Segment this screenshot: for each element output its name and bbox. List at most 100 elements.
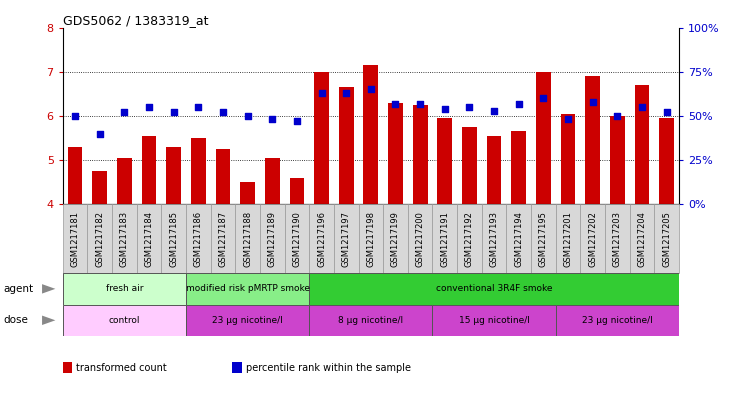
Point <box>562 116 574 123</box>
Text: transformed count: transformed count <box>76 363 167 373</box>
Bar <box>462 127 477 204</box>
Point <box>241 113 254 119</box>
Text: GSM1217202: GSM1217202 <box>588 211 597 267</box>
Point <box>612 113 624 119</box>
Point <box>390 100 401 107</box>
Text: GSM1217191: GSM1217191 <box>441 211 449 267</box>
Text: percentile rank within the sample: percentile rank within the sample <box>246 363 411 373</box>
Bar <box>561 114 576 204</box>
Bar <box>585 76 600 204</box>
Text: GSM1217185: GSM1217185 <box>169 211 178 267</box>
Point <box>193 104 204 110</box>
Bar <box>536 72 551 204</box>
Bar <box>309 273 679 305</box>
Text: fresh air: fresh air <box>106 285 143 293</box>
Bar <box>655 204 679 273</box>
Bar <box>388 103 403 204</box>
Point <box>69 113 81 119</box>
Bar <box>610 116 625 204</box>
Bar <box>383 204 408 273</box>
Bar <box>309 204 334 273</box>
Bar <box>432 204 457 273</box>
Bar <box>630 204 655 273</box>
Point <box>291 118 303 124</box>
Bar <box>142 136 156 204</box>
Bar <box>285 204 309 273</box>
Bar <box>432 305 556 336</box>
Bar <box>635 85 649 204</box>
Bar <box>240 182 255 204</box>
Point <box>316 90 328 96</box>
Text: GSM1217186: GSM1217186 <box>194 211 203 267</box>
Point <box>266 116 278 123</box>
Text: 23 μg nicotine/l: 23 μg nicotine/l <box>213 316 283 325</box>
Bar <box>363 65 379 204</box>
Bar <box>63 305 186 336</box>
Text: 8 μg nicotine/l: 8 μg nicotine/l <box>338 316 404 325</box>
Bar <box>659 118 674 204</box>
Point <box>217 109 229 116</box>
Text: agent: agent <box>4 284 34 294</box>
Bar <box>191 138 206 204</box>
Bar <box>605 204 630 273</box>
Bar <box>265 158 280 204</box>
Bar <box>210 204 235 273</box>
Text: GSM1217190: GSM1217190 <box>292 211 301 267</box>
Bar <box>314 72 329 204</box>
Bar <box>506 204 531 273</box>
Text: GSM1217205: GSM1217205 <box>662 211 671 267</box>
Bar <box>289 178 304 204</box>
Point <box>587 99 599 105</box>
Bar <box>413 105 427 204</box>
Bar <box>457 204 482 273</box>
Text: GSM1217181: GSM1217181 <box>71 211 80 267</box>
Point <box>489 107 500 114</box>
Point <box>365 86 376 93</box>
Text: GSM1217204: GSM1217204 <box>638 211 646 267</box>
Text: GSM1217188: GSM1217188 <box>243 211 252 267</box>
Text: GSM1217183: GSM1217183 <box>120 211 129 267</box>
Text: control: control <box>108 316 140 325</box>
Bar <box>162 204 186 273</box>
Text: GSM1217197: GSM1217197 <box>342 211 351 267</box>
Text: GSM1217195: GSM1217195 <box>539 211 548 267</box>
Text: conventional 3R4F smoke: conventional 3R4F smoke <box>436 285 552 293</box>
Point <box>537 95 549 101</box>
Text: GSM1217193: GSM1217193 <box>489 211 499 267</box>
Bar <box>186 204 210 273</box>
Text: GSM1217189: GSM1217189 <box>268 211 277 267</box>
Bar <box>438 118 452 204</box>
Text: GSM1217200: GSM1217200 <box>415 211 424 267</box>
Bar <box>87 204 112 273</box>
Bar <box>166 147 181 204</box>
Text: GSM1217203: GSM1217203 <box>613 211 622 267</box>
Point <box>168 109 179 116</box>
Point <box>94 130 106 137</box>
Bar <box>260 204 285 273</box>
Text: GSM1217192: GSM1217192 <box>465 211 474 267</box>
Point <box>439 106 451 112</box>
Bar <box>117 158 132 204</box>
Text: GSM1217196: GSM1217196 <box>317 211 326 267</box>
Bar <box>334 204 359 273</box>
Bar <box>137 204 162 273</box>
Text: GSM1217201: GSM1217201 <box>564 211 573 267</box>
Point <box>340 90 352 96</box>
Bar <box>482 204 506 273</box>
Bar <box>408 204 432 273</box>
Bar <box>63 204 87 273</box>
Text: GSM1217182: GSM1217182 <box>95 211 104 267</box>
Bar <box>92 171 107 204</box>
Bar <box>215 149 230 204</box>
Bar <box>68 147 83 204</box>
Bar <box>511 131 526 204</box>
Text: GSM1217199: GSM1217199 <box>391 211 400 267</box>
Bar <box>359 204 383 273</box>
Bar <box>112 204 137 273</box>
Text: GSM1217198: GSM1217198 <box>366 211 376 267</box>
Bar <box>580 204 605 273</box>
Bar <box>63 273 186 305</box>
Text: GSM1217184: GSM1217184 <box>145 211 154 267</box>
Bar <box>556 305 679 336</box>
Point <box>118 109 131 116</box>
